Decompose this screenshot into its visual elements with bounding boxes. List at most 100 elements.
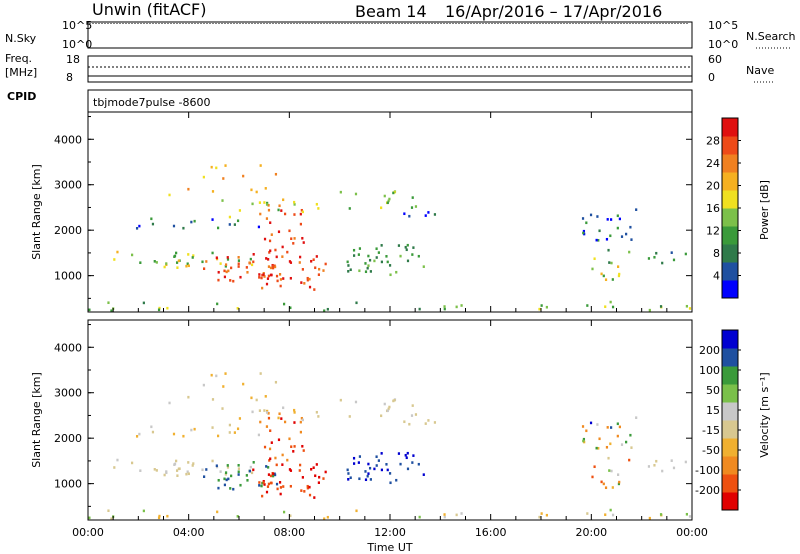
velocity-point	[157, 516, 161, 520]
colorbar-tick-label: -50	[702, 444, 720, 457]
velocity-point	[267, 482, 271, 486]
velocity-point	[299, 463, 302, 467]
power-point	[258, 276, 261, 279]
colorbar-swatch	[722, 244, 738, 263]
velocity-point	[226, 466, 230, 469]
velocity-point	[647, 465, 651, 468]
power-point	[176, 266, 179, 269]
velocity-point	[653, 463, 656, 467]
power-point	[607, 248, 610, 252]
velocity-point	[250, 396, 253, 400]
xtick-label: 12:00	[374, 526, 406, 539]
colorbar-swatch	[722, 384, 738, 403]
power-point	[688, 307, 692, 310]
velocity-point	[301, 444, 304, 448]
power-point	[303, 282, 306, 285]
freq-label-2: [MHz]	[5, 66, 37, 79]
power-point	[406, 259, 410, 263]
velocity-point	[175, 469, 179, 472]
velocity-point	[347, 478, 350, 481]
power-point	[187, 264, 190, 268]
power-point	[352, 248, 356, 252]
power-point	[275, 255, 278, 259]
velocity-point	[617, 473, 620, 476]
velocity-point	[269, 474, 273, 478]
power-point	[306, 278, 309, 282]
power-point	[315, 255, 318, 258]
ytick-label: 4000	[54, 133, 82, 146]
velocity-point	[301, 476, 304, 479]
velocity-point	[268, 447, 272, 451]
power-point	[267, 274, 271, 278]
site-title: Unwin (fitACF)	[92, 0, 206, 19]
power-point	[618, 272, 621, 276]
power-point	[395, 270, 398, 274]
power-point	[269, 266, 273, 270]
nsky-tick-bottom: 10^0	[62, 38, 92, 51]
velocity-point	[597, 447, 600, 450]
power-point	[312, 258, 315, 262]
velocity-point	[373, 467, 376, 471]
velocity-point	[347, 472, 350, 475]
colorbar-swatch	[722, 474, 738, 493]
colorbar-swatch	[722, 208, 738, 227]
power-point	[293, 213, 296, 216]
velocity-point	[262, 481, 265, 484]
velocity-point	[201, 468, 204, 472]
velocity-point	[289, 469, 293, 472]
velocity-point	[602, 482, 605, 486]
power-colorbar-label: Power [dB]	[758, 180, 771, 240]
power-point	[293, 203, 296, 206]
power-point	[224, 264, 227, 268]
velocity-point	[177, 467, 180, 471]
power-point	[249, 257, 252, 261]
velocity-point	[150, 425, 153, 429]
velocity-point	[242, 382, 245, 386]
ytick-label: 2000	[54, 224, 82, 237]
power-point	[684, 252, 687, 256]
nsky-tick-top: 10^5	[62, 19, 92, 32]
power-point	[216, 302, 219, 306]
power-point	[265, 257, 268, 260]
colorbar-swatch	[722, 348, 738, 367]
colorbar-tick-label: -15	[702, 424, 720, 437]
velocity-point	[283, 420, 287, 424]
velocity-point	[427, 419, 430, 422]
power-point	[267, 265, 271, 268]
power-point	[263, 275, 266, 278]
velocity-point	[424, 422, 427, 425]
velocity-panel: 4000 3000 2000 1000 Slant Range [km]	[30, 319, 693, 521]
power-point	[265, 282, 269, 286]
velocity-point	[223, 483, 227, 487]
power-point	[417, 254, 420, 258]
velocity-point	[582, 439, 585, 443]
velocity-point	[186, 470, 189, 474]
velocity-point	[259, 372, 262, 375]
velocity-point	[403, 420, 406, 424]
velocity-point	[375, 455, 378, 459]
velocity-point	[238, 417, 242, 420]
velocity-point	[116, 458, 119, 462]
power-point	[290, 237, 293, 241]
velocity-point	[274, 473, 277, 477]
velocity-point	[217, 478, 220, 482]
velocity-point	[269, 457, 272, 461]
velocity-point	[323, 517, 326, 521]
velocity-point	[380, 468, 383, 472]
velocity-point	[211, 398, 215, 401]
power-point	[617, 274, 621, 278]
velocity-point	[229, 487, 232, 490]
power-point	[358, 269, 361, 273]
power-point	[217, 278, 220, 282]
velocity-point	[155, 469, 158, 472]
velocity-point	[460, 512, 463, 515]
power-point	[275, 274, 279, 278]
power-point	[172, 224, 176, 228]
velocity-point	[165, 470, 168, 473]
power-point	[422, 265, 425, 268]
power-point	[647, 257, 651, 260]
velocity-point	[595, 446, 598, 450]
power-point	[266, 201, 269, 205]
power-point	[315, 202, 318, 206]
power-point	[293, 237, 296, 240]
